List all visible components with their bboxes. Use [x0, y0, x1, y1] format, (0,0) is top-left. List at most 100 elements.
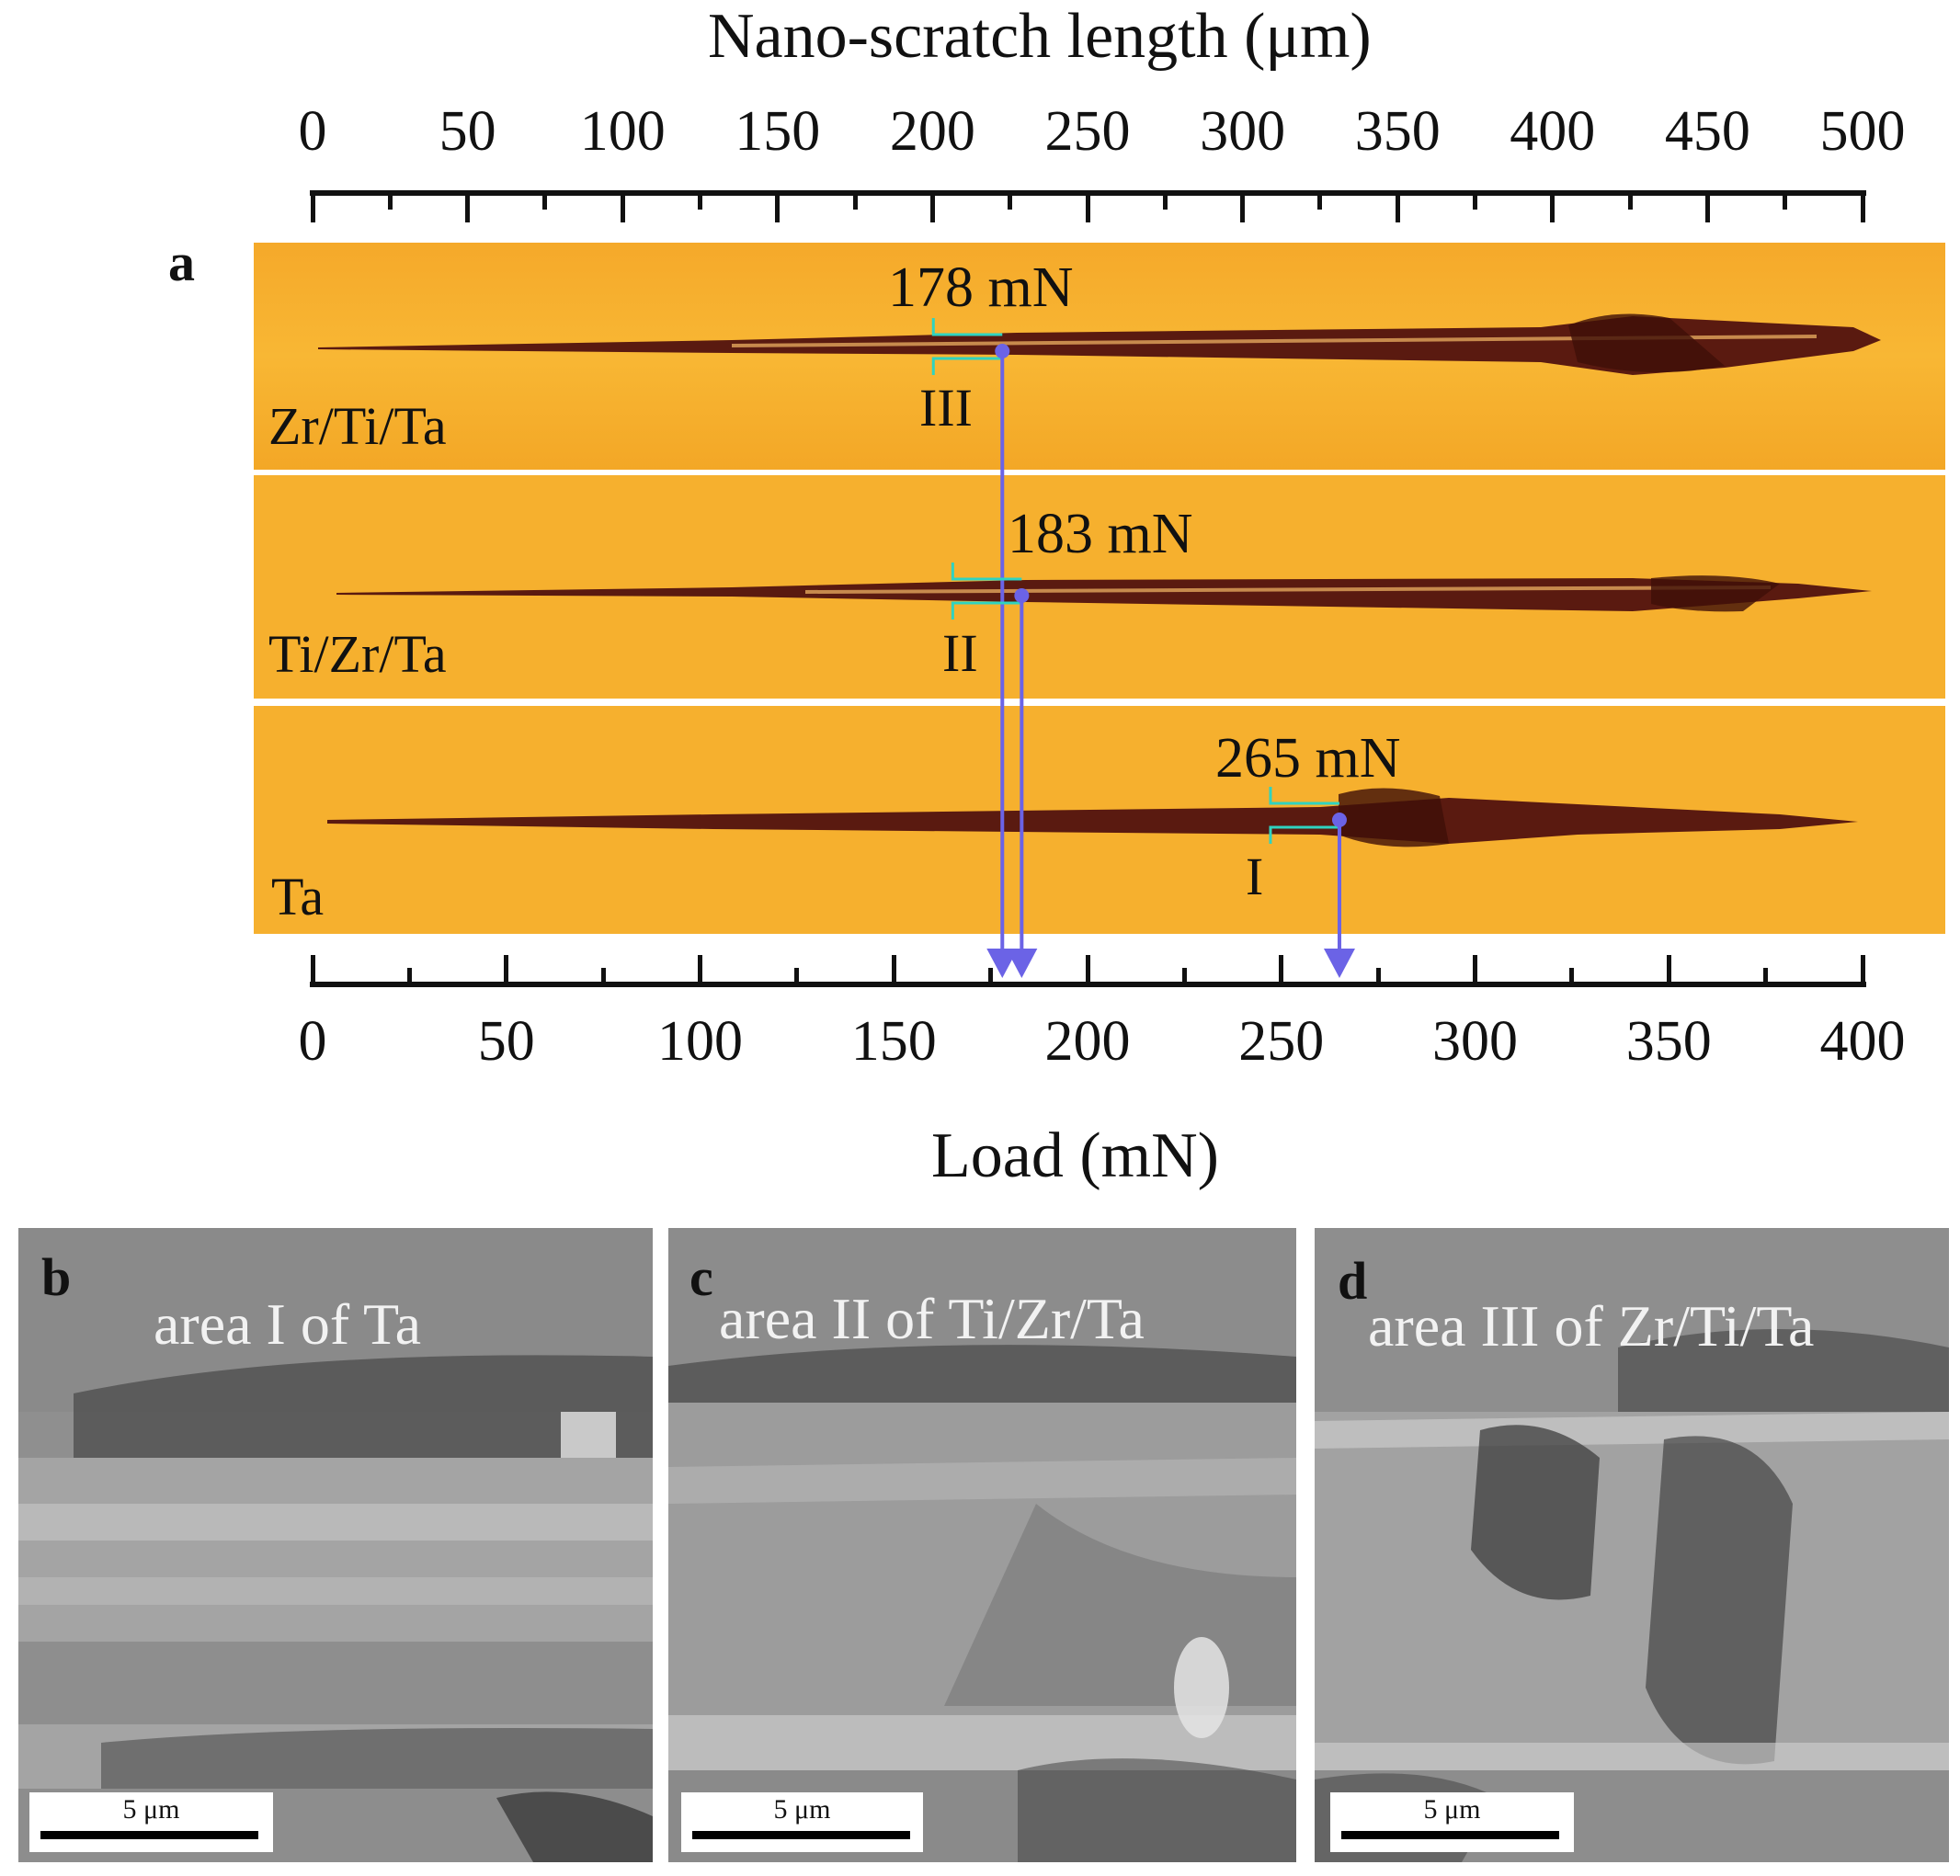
minor-tick [852, 193, 858, 210]
panel-b-letter: b [41, 1247, 72, 1307]
top-axis-title: Nano-scratch length (μm) [708, 1, 1372, 72]
minor-tick [1181, 968, 1187, 984]
scale-bar-line-b [40, 1831, 258, 1839]
sem-panel-d: d area III of Zr/Ti/Ta [1315, 1228, 1949, 1862]
critical-point-dot [1014, 588, 1030, 603]
tick-label: 350 [1354, 100, 1441, 163]
critical-load-label-zr-ti-ta: 178 mN [888, 256, 1074, 319]
minor-tick [1375, 968, 1381, 984]
bracket-top [931, 318, 1003, 336]
major-tick [929, 193, 935, 222]
tick-label: 100 [579, 100, 666, 163]
major-tick [620, 193, 625, 222]
bottom-axis-line [310, 982, 1866, 987]
bracket-top [951, 563, 1022, 581]
sample-label-zr-ti-ta: Zr/Ti/Ta [268, 396, 447, 456]
scratch-strip-zr-ti-ta [254, 243, 1945, 470]
tick-label: 150 [850, 1010, 937, 1073]
scale-label-c: 5 μm [773, 1794, 831, 1825]
major-tick [698, 955, 702, 984]
strip-image-zr-ti-ta [254, 243, 1945, 470]
sem-title-d: area III of Zr/Ti/Ta [1368, 1293, 1815, 1359]
bottom-axis-title: Load (mN) [931, 1120, 1219, 1191]
strip-image-ta [254, 706, 1945, 934]
minor-tick [406, 968, 412, 984]
minor-tick [794, 968, 800, 984]
scale-bar-box-b: 5 μm [29, 1792, 273, 1852]
major-tick [1666, 955, 1671, 984]
major-tick [1395, 193, 1400, 222]
major-tick [1240, 193, 1246, 222]
tick-label: 300 [1432, 1010, 1518, 1073]
panel-c-letter: c [689, 1247, 713, 1307]
sem-title-c: area II of Ti/Zr/Ta [719, 1286, 1145, 1351]
bracket-top [1269, 787, 1339, 805]
minor-tick [1317, 193, 1323, 210]
major-tick [465, 193, 471, 222]
tick-label: 150 [735, 100, 821, 163]
tick-label: 250 [1044, 100, 1131, 163]
arrow-head [1006, 949, 1038, 978]
bracket-bottom [1269, 825, 1339, 844]
arrow-head [1323, 949, 1355, 978]
scratch-strip-ti-zr-ta [254, 475, 1945, 699]
tick-label: 0 [298, 1010, 327, 1073]
minor-tick [698, 193, 702, 210]
minor-tick [1162, 193, 1168, 210]
scale-label-d: 5 μm [1423, 1794, 1481, 1825]
major-tick [1279, 955, 1284, 984]
tick-label: 250 [1238, 1010, 1325, 1073]
scale-label-b: 5 μm [122, 1794, 180, 1825]
tick-label: 50 [477, 1010, 535, 1073]
critical-point-dot [995, 344, 1010, 358]
major-tick [775, 193, 781, 222]
minor-tick [988, 968, 994, 984]
critical-point-dot [1331, 813, 1347, 827]
bracket-bottom [931, 357, 1003, 375]
major-tick [310, 193, 315, 222]
scale-bar-line-d [1341, 1831, 1559, 1839]
sem-image-d [1315, 1228, 1949, 1862]
minor-tick [1008, 193, 1013, 210]
major-tick [1860, 193, 1865, 222]
tick-label: 400 [1510, 100, 1596, 163]
minor-tick [1763, 968, 1769, 984]
major-tick [504, 955, 509, 984]
tick-label: 200 [1044, 1010, 1131, 1073]
major-tick [1085, 193, 1090, 222]
sample-label-ta: Ta [271, 867, 325, 927]
minor-tick [542, 193, 548, 210]
critical-load-markers [931, 318, 1355, 978]
minor-tick [1473, 193, 1477, 210]
tick-label: 100 [657, 1010, 743, 1073]
sem-panel-c: c area II of Ti/Zr/Ta [668, 1228, 1296, 1862]
major-tick [1550, 193, 1555, 222]
area-label-i: I [1246, 847, 1264, 906]
minor-tick [600, 968, 606, 984]
minor-tick [1627, 193, 1633, 210]
tick-label: 500 [1819, 100, 1906, 163]
tick-label: 450 [1664, 100, 1750, 163]
sem-panel-b: b area I of Ta [18, 1228, 653, 1862]
panel-a-letter: a [168, 233, 195, 292]
scale-bar-box-d: 5 μm [1330, 1792, 1574, 1852]
scale-bar-line-c [692, 1831, 910, 1839]
area-label-iii: III [919, 378, 973, 438]
major-tick [1473, 955, 1477, 984]
major-tick [1860, 955, 1865, 984]
tick-label: 200 [889, 100, 975, 163]
scale-bar-box-c: 5 μm [681, 1792, 923, 1852]
sample-label-ti-zr-ta: Ti/Zr/Ta [268, 624, 447, 684]
minor-tick [387, 193, 393, 210]
tick-label: 0 [298, 100, 327, 163]
major-tick [1704, 193, 1710, 222]
minor-tick [1783, 193, 1788, 210]
minor-tick [1569, 968, 1575, 984]
panel-d-letter: d [1338, 1251, 1368, 1311]
sem-title-b: area I of Ta [154, 1291, 422, 1357]
sem-image-b [18, 1228, 653, 1862]
critical-load-label-ti-zr-ta: 183 mN [1008, 503, 1193, 565]
strip-image-ti-zr-ta [254, 475, 1945, 699]
major-tick [1085, 955, 1090, 984]
tick-label: 400 [1819, 1010, 1906, 1073]
